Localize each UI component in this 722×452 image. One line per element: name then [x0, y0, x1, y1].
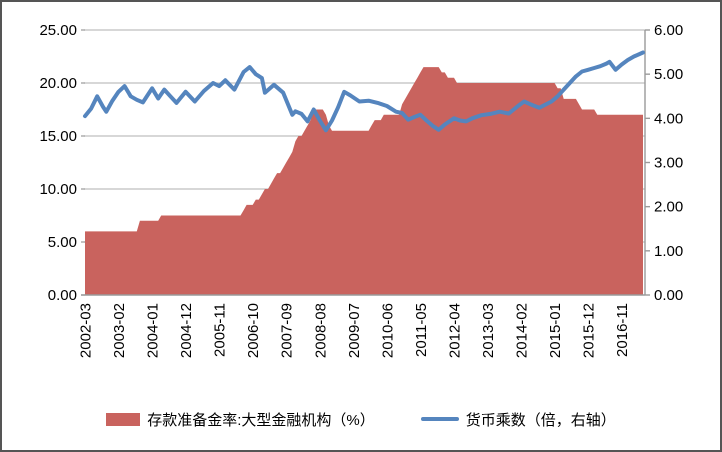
y-axis-tick-label-right: 1.00 [654, 243, 683, 260]
y-axis-tick-label-right: 0.00 [654, 287, 683, 304]
x-axis-tick-label: 2012-04 [446, 303, 463, 358]
x-axis-tick-label: 2003-02 [111, 303, 128, 358]
x-axis-tick-label: 2016-11 [614, 303, 631, 357]
x-axis-tick-label: 2006-10 [245, 303, 262, 358]
legend-label-reserve-ratio: 存款准备金率:大型金融机构（%） [147, 411, 375, 429]
y-axis-tick-label-right: 6.00 [654, 22, 683, 39]
x-axis-tick-label: 2008-08 [312, 303, 329, 358]
y-axis-tick-label-right: 5.00 [654, 66, 683, 83]
x-axis-tick-label: 2015-01 [547, 303, 564, 358]
y-axis-tick-label-left: 10.00 [39, 181, 77, 198]
legend-label-money-multiplier: 货币乘数（倍，右轴） [465, 411, 616, 429]
legend-item-reserve-ratio: 存款准备金率:大型金融机构（%） [106, 409, 375, 430]
x-axis-tick-label: 2004-01 [145, 303, 162, 358]
y-axis-tick-label-left: 5.00 [48, 234, 77, 251]
x-axis-tick-label: 2011-05 [413, 303, 430, 357]
x-axis-tick-label: 2013-03 [480, 303, 497, 358]
y-axis-tick-label-left: 25.00 [39, 22, 77, 39]
x-axis-tick-label: 2002-03 [78, 303, 95, 358]
y-axis-tick-label-left: 15.00 [39, 128, 77, 145]
y-axis-tick-label-right: 4.00 [654, 110, 683, 127]
x-axis-tick-label: 2005-11 [212, 303, 229, 357]
area-series-swatch [106, 412, 141, 426]
x-axis-tick-label: 2004-12 [178, 303, 195, 358]
chart-legend: 存款准备金率:大型金融机构（%） 货币乘数（倍，右轴） [0, 401, 722, 437]
x-axis-tick-label: 2007-09 [279, 303, 296, 358]
legend-item-money-multiplier: 货币乘数（倍，右轴） [420, 409, 616, 430]
y-axis-tick-label-left: 0.00 [48, 287, 77, 304]
y-axis-tick-label-right: 2.00 [654, 199, 683, 216]
y-axis-tick-label-left: 20.00 [39, 75, 77, 92]
x-axis-tick-label: 2014-02 [514, 303, 531, 358]
x-axis-tick-label: 2010-06 [379, 303, 396, 358]
money-multiplier-line-series [83, 50, 645, 133]
reserve-ratio-area-series [85, 67, 643, 295]
x-axis-tick-label: 2015-12 [581, 303, 598, 358]
line-series-swatch [420, 417, 459, 421]
x-axis-tick-label: 2009-07 [346, 303, 363, 358]
y-axis-tick-label-right: 3.00 [654, 155, 683, 172]
